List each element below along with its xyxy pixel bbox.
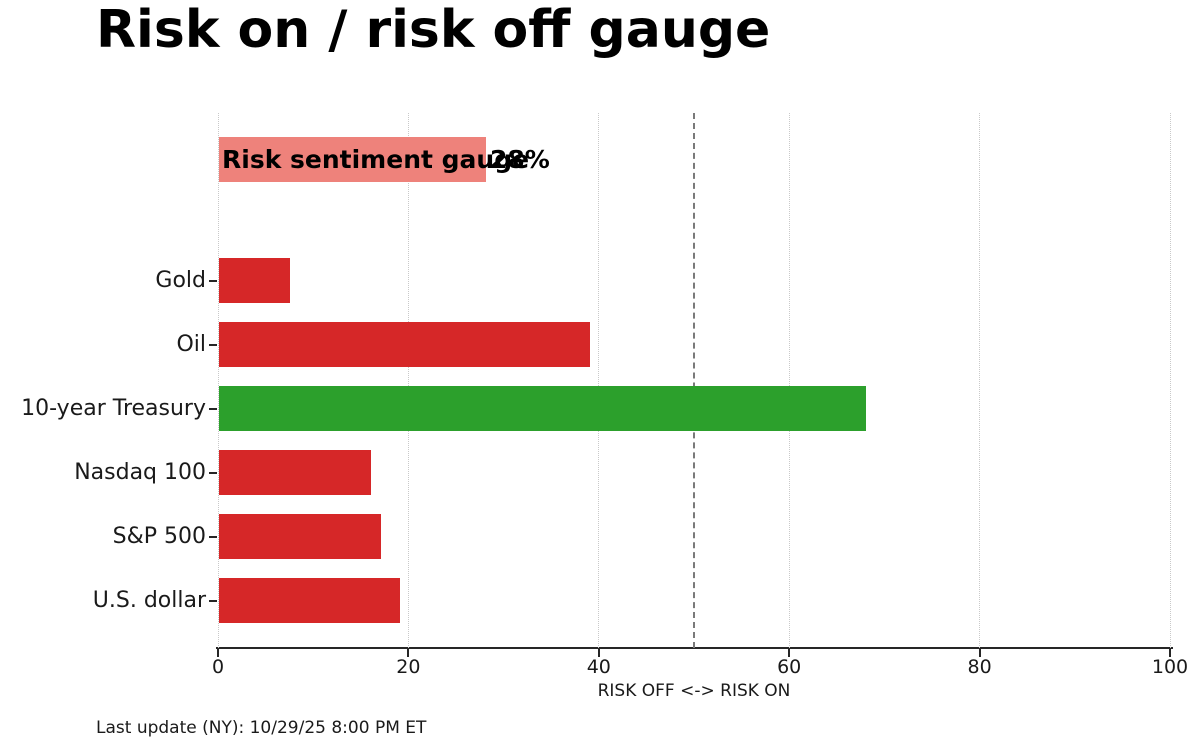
bar-nasdaq-100 [219, 450, 372, 495]
x-tick-60 [788, 649, 791, 657]
bar-s-p-500 [219, 514, 381, 559]
risk-neutral-refline [693, 113, 695, 648]
gauge-bar-label: Risk sentiment gauge [222, 145, 530, 174]
chart-title: Risk on / risk off gauge [96, 0, 771, 60]
x-axis-line [216, 647, 1173, 649]
bar-10-year-treasury [219, 386, 867, 431]
y-tick-1 [209, 343, 217, 346]
category-label-s-p-500: S&P 500 [112, 523, 206, 549]
x-tick-80 [978, 649, 981, 657]
y-tick-2 [209, 407, 217, 410]
bar-gold [219, 258, 291, 303]
category-label-oil: Oil [176, 331, 206, 357]
gridline-100 [1169, 113, 1171, 648]
category-label-10-year-treasury: 10-year Treasury [21, 395, 206, 421]
gauge-bar [219, 137, 486, 182]
x-tick-100 [1169, 649, 1171, 657]
x-tick-label-0: 0 [211, 656, 225, 678]
bar-u-s-dollar [219, 578, 400, 623]
x-tick-label-20: 20 [396, 656, 421, 678]
category-label-u-s-dollar: U.S. dollar [92, 587, 206, 613]
x-tick-20 [407, 649, 410, 657]
bar-oil [219, 322, 591, 367]
x-tick-label-60: 60 [777, 656, 802, 678]
category-label-gold: Gold [155, 267, 206, 293]
x-tick-0 [217, 649, 219, 657]
last-update-note: Last update (NY): 10/29/25 8:00 PM ET [96, 718, 427, 738]
y-tick-0 [209, 279, 217, 282]
gridline-20 [407, 113, 409, 648]
gridline-80 [979, 113, 981, 648]
gridline-40 [598, 113, 600, 648]
y-tick-5 [209, 599, 217, 602]
x-tick-label-80: 80 [967, 656, 992, 678]
x-tick-40 [597, 649, 600, 657]
plot-area: Risk sentiment gauge 28% [217, 113, 1171, 648]
x-tick-label-100: 100 [1151, 656, 1189, 678]
category-label-nasdaq-100: Nasdaq 100 [74, 459, 206, 485]
gauge-bar-value: 28% [490, 145, 550, 174]
gridline-0 [217, 113, 219, 648]
gridline-60 [788, 113, 790, 648]
y-tick-4 [209, 535, 217, 538]
x-tick-label-40: 40 [586, 656, 611, 678]
y-tick-3 [209, 471, 217, 474]
x-axis-label: RISK OFF <-> RISK ON [597, 681, 791, 701]
